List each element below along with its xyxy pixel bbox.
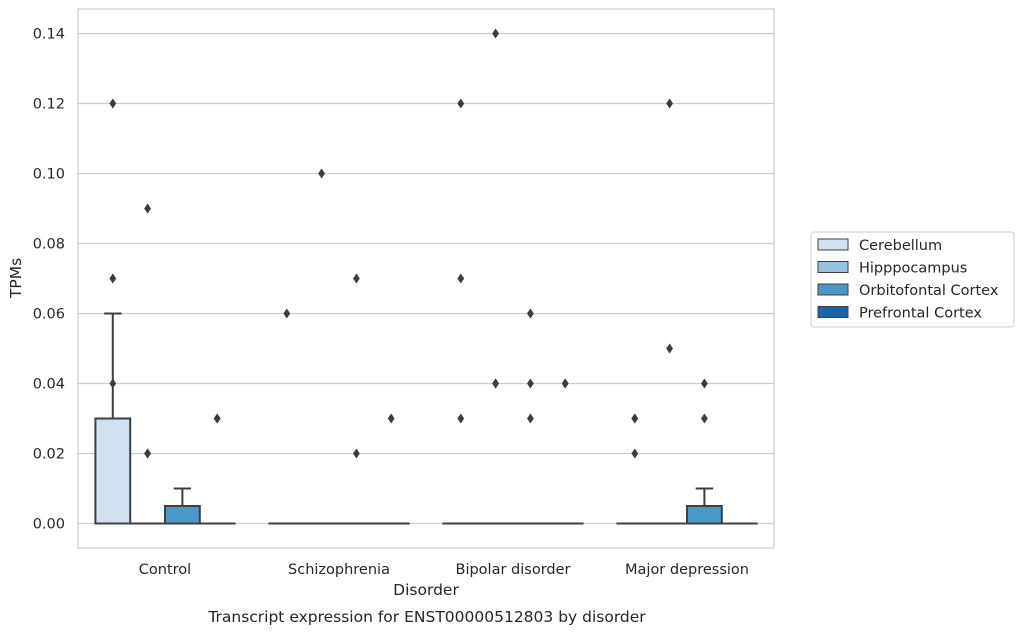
y-tick-label: 0.00	[33, 517, 65, 533]
outlier-point	[701, 414, 708, 424]
outlier-point	[388, 414, 395, 424]
y-axis-ticks: 0.00 0.02 0.04 0.06 0.08 0.10 0.12 0.14	[33, 27, 65, 533]
outlier-point	[666, 99, 673, 109]
legend-swatch	[818, 239, 848, 250]
box	[165, 506, 200, 524]
legend-label: Cerebellum	[859, 238, 942, 254]
outlier-point	[144, 449, 151, 459]
outlier-point	[353, 274, 360, 284]
x-tick-label: Bipolar disorder	[456, 562, 571, 578]
y-tick-label: 0.10	[33, 167, 65, 183]
outlier-point	[457, 414, 464, 424]
outlier-point	[109, 379, 116, 389]
x-axis-ticks: Control Schizophrenia Bipolar disorder Majo…	[139, 562, 749, 578]
outlier-point	[631, 414, 638, 424]
y-tick-label: 0.06	[33, 307, 65, 323]
legend-swatch	[818, 262, 848, 273]
outlier-point	[631, 449, 638, 459]
y-tick-label: 0.02	[33, 447, 65, 463]
outlier-point	[492, 379, 499, 389]
outlier-point	[492, 29, 499, 39]
legend: Cerebellum Hipppocampus Orbitofontal Corte…	[811, 232, 1014, 327]
chart-title: Transcript expression for ENST0000051280…	[207, 608, 646, 626]
legend-swatch	[818, 284, 848, 295]
x-tick-label: Control	[139, 562, 191, 578]
outlier-point	[109, 99, 116, 109]
outlier-point	[318, 169, 325, 179]
outlier-point	[283, 309, 290, 319]
y-tick-label: 0.14	[33, 27, 65, 43]
outlier-point	[109, 274, 116, 284]
series-hipppocampus	[130, 29, 687, 524]
outlier-point	[457, 99, 464, 109]
outlier-point	[353, 449, 360, 459]
outlier-point	[527, 414, 534, 424]
legend-label: Hipppocampus	[859, 261, 967, 277]
outlier-point	[527, 309, 534, 319]
legend-swatch	[818, 307, 848, 318]
legend-label: Orbitofontal Cortex	[859, 283, 999, 299]
outlier-point	[144, 204, 151, 214]
outlier-point	[214, 414, 221, 424]
outlier-point	[666, 344, 673, 354]
y-axis-label: TPMs	[7, 258, 25, 299]
outlier-point	[562, 379, 569, 389]
series-cerebellum	[95, 99, 652, 524]
box	[687, 506, 722, 524]
box-series	[95, 29, 756, 524]
y-tick-label: 0.08	[33, 237, 65, 253]
box	[95, 419, 130, 524]
x-tick-label: Major depression	[625, 562, 749, 578]
y-tick-label: 0.04	[33, 377, 65, 393]
y-tick-label: 0.12	[33, 97, 65, 113]
outlier-point	[457, 274, 464, 284]
outlier-point	[701, 379, 708, 389]
x-axis-label: Disorder	[393, 581, 459, 599]
x-tick-label: Schizophrenia	[288, 562, 390, 578]
plot-area	[78, 9, 774, 548]
outlier-point	[527, 379, 534, 389]
series-orbitofontal-cortex	[165, 274, 722, 524]
series-prefrontal-cortex	[200, 379, 757, 524]
legend-label: Prefrontal Cortex	[859, 306, 982, 322]
